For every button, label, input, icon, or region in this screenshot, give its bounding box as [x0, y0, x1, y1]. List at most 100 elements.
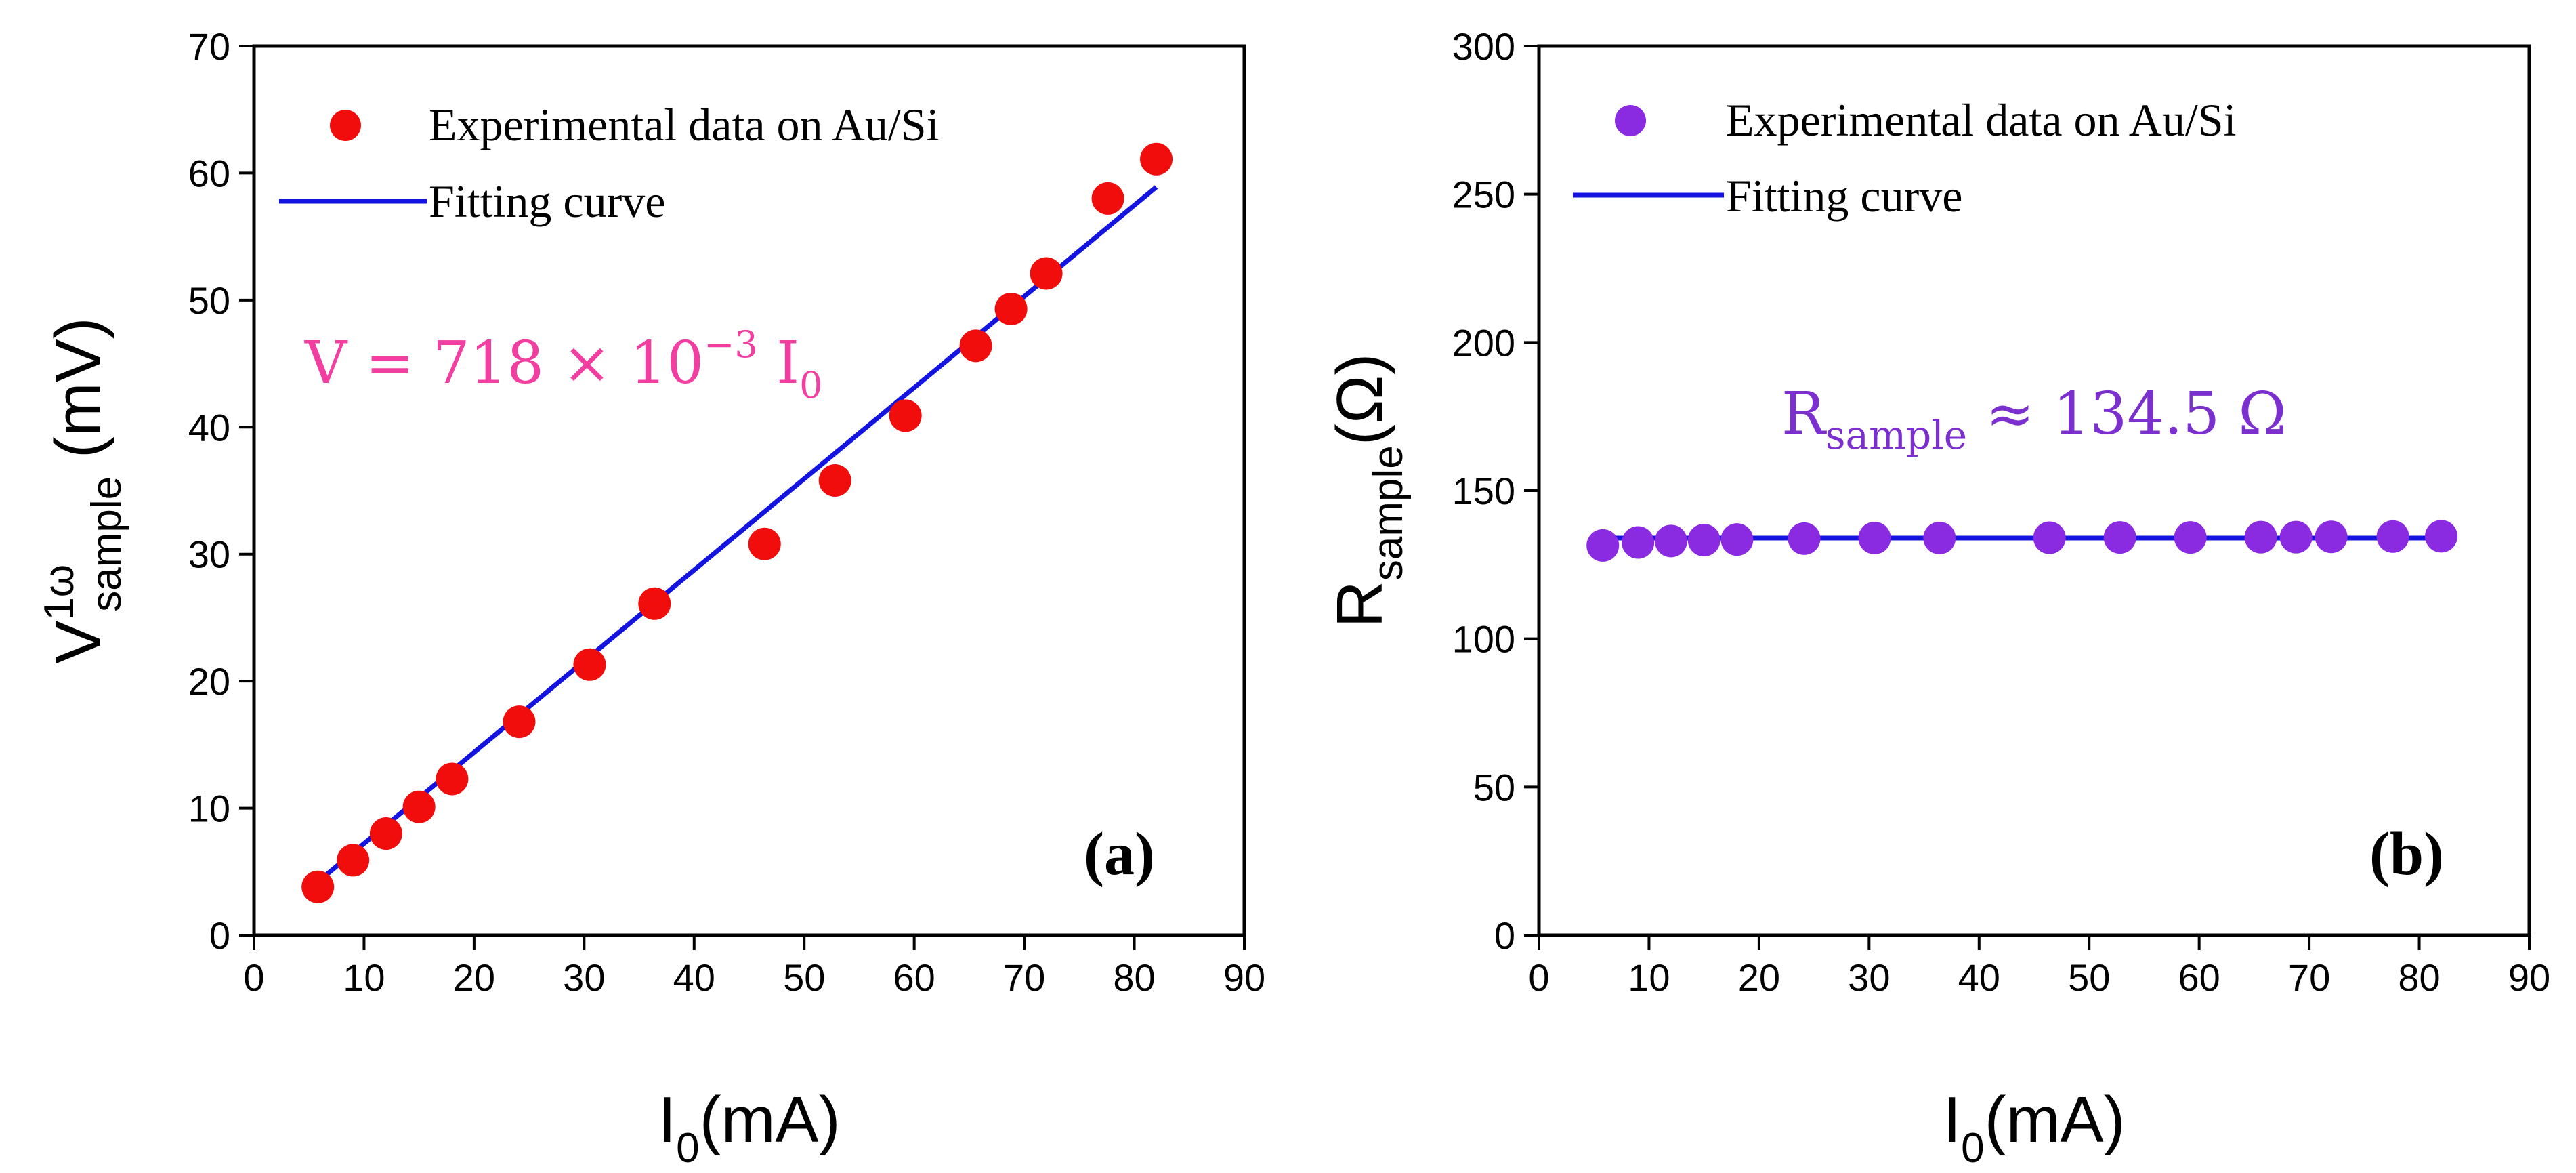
panel-b-data-point — [1923, 521, 1956, 554]
panel-a-plot-frame — [252, 44, 1246, 937]
panel-a-y-title-rest: (mV) — [42, 317, 114, 476]
panel-b-annotation-sub: sample — [1825, 412, 1967, 458]
panel-a-data-point — [337, 844, 370, 877]
panel-a-y-ticks: 0 10 20 30 40 50 60 70 — [188, 25, 254, 957]
panel-a-data-point — [573, 648, 606, 681]
panel-b-data-point — [1687, 524, 1720, 557]
panel-b-x-tick-label: 70 — [2288, 956, 2330, 999]
panel-b-x-tick-label: 90 — [2508, 956, 2550, 999]
panel-b-y-axis-title: Rsample(Ω) — [1324, 354, 1412, 628]
panel-b-y-tick-label: 250 — [1452, 173, 1515, 216]
panel-a-y-tick-label: 60 — [188, 152, 230, 194]
panel-a-x-tick-label: 60 — [893, 956, 935, 999]
panel-b-y-tick-label: 200 — [1452, 321, 1515, 364]
panel-a-data-point — [638, 587, 671, 620]
panel-a-data-point — [818, 464, 851, 497]
panel-a-legend-points-label: Experimental data on Au/Si — [429, 99, 939, 150]
panel-a-y-title-sub: sample — [83, 476, 130, 612]
panel-a-x-tick-label: 40 — [673, 956, 715, 999]
panel-a-data-point — [503, 705, 536, 739]
panel-a-data-point — [301, 870, 335, 903]
panel-b-x-ticks: 0 10 20 30 40 50 60 70 80 90 — [1528, 935, 2550, 999]
panel-b-y-title-rest: (Ω) — [1324, 354, 1396, 446]
panel-b-annotation-tail: ≈ 134.5 Ω — [1967, 380, 2287, 448]
panel-b-x-tick-label: 10 — [1628, 956, 1670, 999]
panel-a-y-title-sup: 1ω — [36, 564, 83, 621]
panel-b-data-point — [2174, 521, 2207, 554]
panel-a-x-tick-label: 90 — [1223, 956, 1265, 999]
panel-a-y-title-base: V — [42, 621, 114, 664]
panel-a-x-tick-label: 30 — [563, 956, 605, 999]
panel-b-data-point — [2103, 521, 2136, 554]
panel-a-equation-main: V = 718 × 10 — [304, 329, 704, 397]
panel-a-x-tick-label: 0 — [243, 956, 264, 999]
panel-b-data-point — [2315, 520, 2348, 554]
panel-a-data-point — [436, 762, 469, 796]
panel-a-x-tick-label: 80 — [1113, 956, 1155, 999]
panel-a-x-tick-label: 50 — [783, 956, 825, 999]
panel-a-legend-line-label: Fitting curve — [429, 176, 665, 227]
panel-a-x-ticks: 0 10 20 30 40 50 60 70 80 90 — [243, 935, 1265, 999]
panel-b-x-tick-label: 50 — [2068, 956, 2110, 999]
panel-b-y-tick-label: 0 — [1494, 914, 1515, 957]
panel-a-x-tick-label: 70 — [1003, 956, 1045, 999]
panel-b-x-title-base: I — [1943, 1084, 1961, 1156]
panel-b-y-ticks: 0 50 100 150 200 250 300 — [1452, 25, 1539, 957]
panel-b-points — [1586, 520, 2458, 562]
panel-b-x-tick-label: 60 — [2178, 956, 2220, 999]
panel-b-resistance-annotation: Rsample ≈ 134.5 Ω — [1781, 380, 2287, 458]
panel-a-data-point — [994, 292, 1028, 325]
panel-b-data-point — [1788, 522, 1821, 555]
panel-b-y-title-base: R — [1324, 581, 1396, 627]
panel-a-legend-marker-points — [330, 110, 361, 141]
panel-b-x-title-rest: (mA) — [1985, 1084, 2126, 1156]
panel-b-x-tick-label: 20 — [1738, 956, 1780, 999]
panel-b-plot-frame — [1537, 44, 2531, 937]
panel-b-x-tick-label: 80 — [2398, 956, 2440, 999]
panel-a-equation-exponent: −3 — [704, 323, 758, 366]
panel-b-legend-line-label: Fitting curve — [1726, 170, 1962, 222]
panel-a-y-tick-label: 30 — [188, 533, 230, 576]
panel-a-points — [301, 142, 1173, 903]
panel-a-y-tick-label: 70 — [188, 25, 230, 68]
panel-a-label: (a) — [1084, 821, 1155, 888]
panel-a-data-point — [1091, 182, 1124, 215]
panel-a-data-point — [369, 817, 402, 850]
panel-b-data-point — [1586, 529, 1620, 562]
panel-b-data-point — [1654, 524, 1687, 558]
panel-b-y-tick-label: 300 — [1452, 25, 1515, 68]
panel-b-x-title-sub: 0 — [1961, 1125, 1984, 1172]
panel-b-x-axis-title: I0(mA) — [1943, 1084, 2125, 1172]
panel-b-x-tick-label: 40 — [1958, 956, 2000, 999]
panel-a-x-axis-title: I0(mA) — [658, 1084, 840, 1172]
panel-a-equation-tail-sub: 0 — [799, 364, 822, 407]
panel-a-y-axis-title: V1ωsample (mV) — [36, 317, 130, 663]
panel-a-chart: 0 10 20 30 40 50 60 70 80 90 0 10 20 30 40 50 60 70 Expe… — [36, 25, 1265, 1172]
panel-a-data-point — [959, 329, 992, 363]
panel-a-data-point — [1140, 142, 1173, 176]
panel-b-y-tick-label: 100 — [1452, 618, 1515, 661]
panel-a-data-point — [1030, 257, 1063, 290]
panel-a-x-tick-label: 20 — [453, 956, 495, 999]
panel-a-x-tick-label: 10 — [343, 956, 385, 999]
panel-b-legend-marker-points — [1615, 105, 1646, 136]
panel-b-data-point — [2244, 520, 2277, 554]
panel-b-data-point — [2033, 521, 2066, 554]
panel-a-x-title-rest: (mA) — [700, 1084, 841, 1156]
panel-b-data-point — [2376, 520, 2409, 553]
panel-a-x-title-base: I — [658, 1084, 676, 1156]
panel-a-y-tick-label: 20 — [188, 660, 230, 703]
panel-b-label: (b) — [2369, 821, 2444, 888]
panel-b-y-tick-label: 50 — [1473, 766, 1515, 808]
panel-a-y-tick-label: 40 — [188, 406, 230, 449]
panel-b-chart: 0 10 20 30 40 50 60 70 80 90 0 50 100 150 200 250 300 E… — [1324, 25, 2550, 1172]
panel-a-data-point — [402, 790, 436, 823]
panel-b-x-tick-label: 0 — [1528, 956, 1549, 999]
panel-b-annotation-main: R — [1781, 380, 1827, 448]
panel-a-y-tick-label: 0 — [209, 914, 230, 957]
panel-a-equation: V = 718 × 10−3 I0 — [304, 323, 822, 407]
panel-b-data-point — [1858, 521, 1891, 554]
panel-a-equation-tail: I — [758, 329, 799, 397]
panel-a-y-tick-label: 10 — [188, 787, 230, 830]
panel-a-data-point — [748, 527, 781, 560]
